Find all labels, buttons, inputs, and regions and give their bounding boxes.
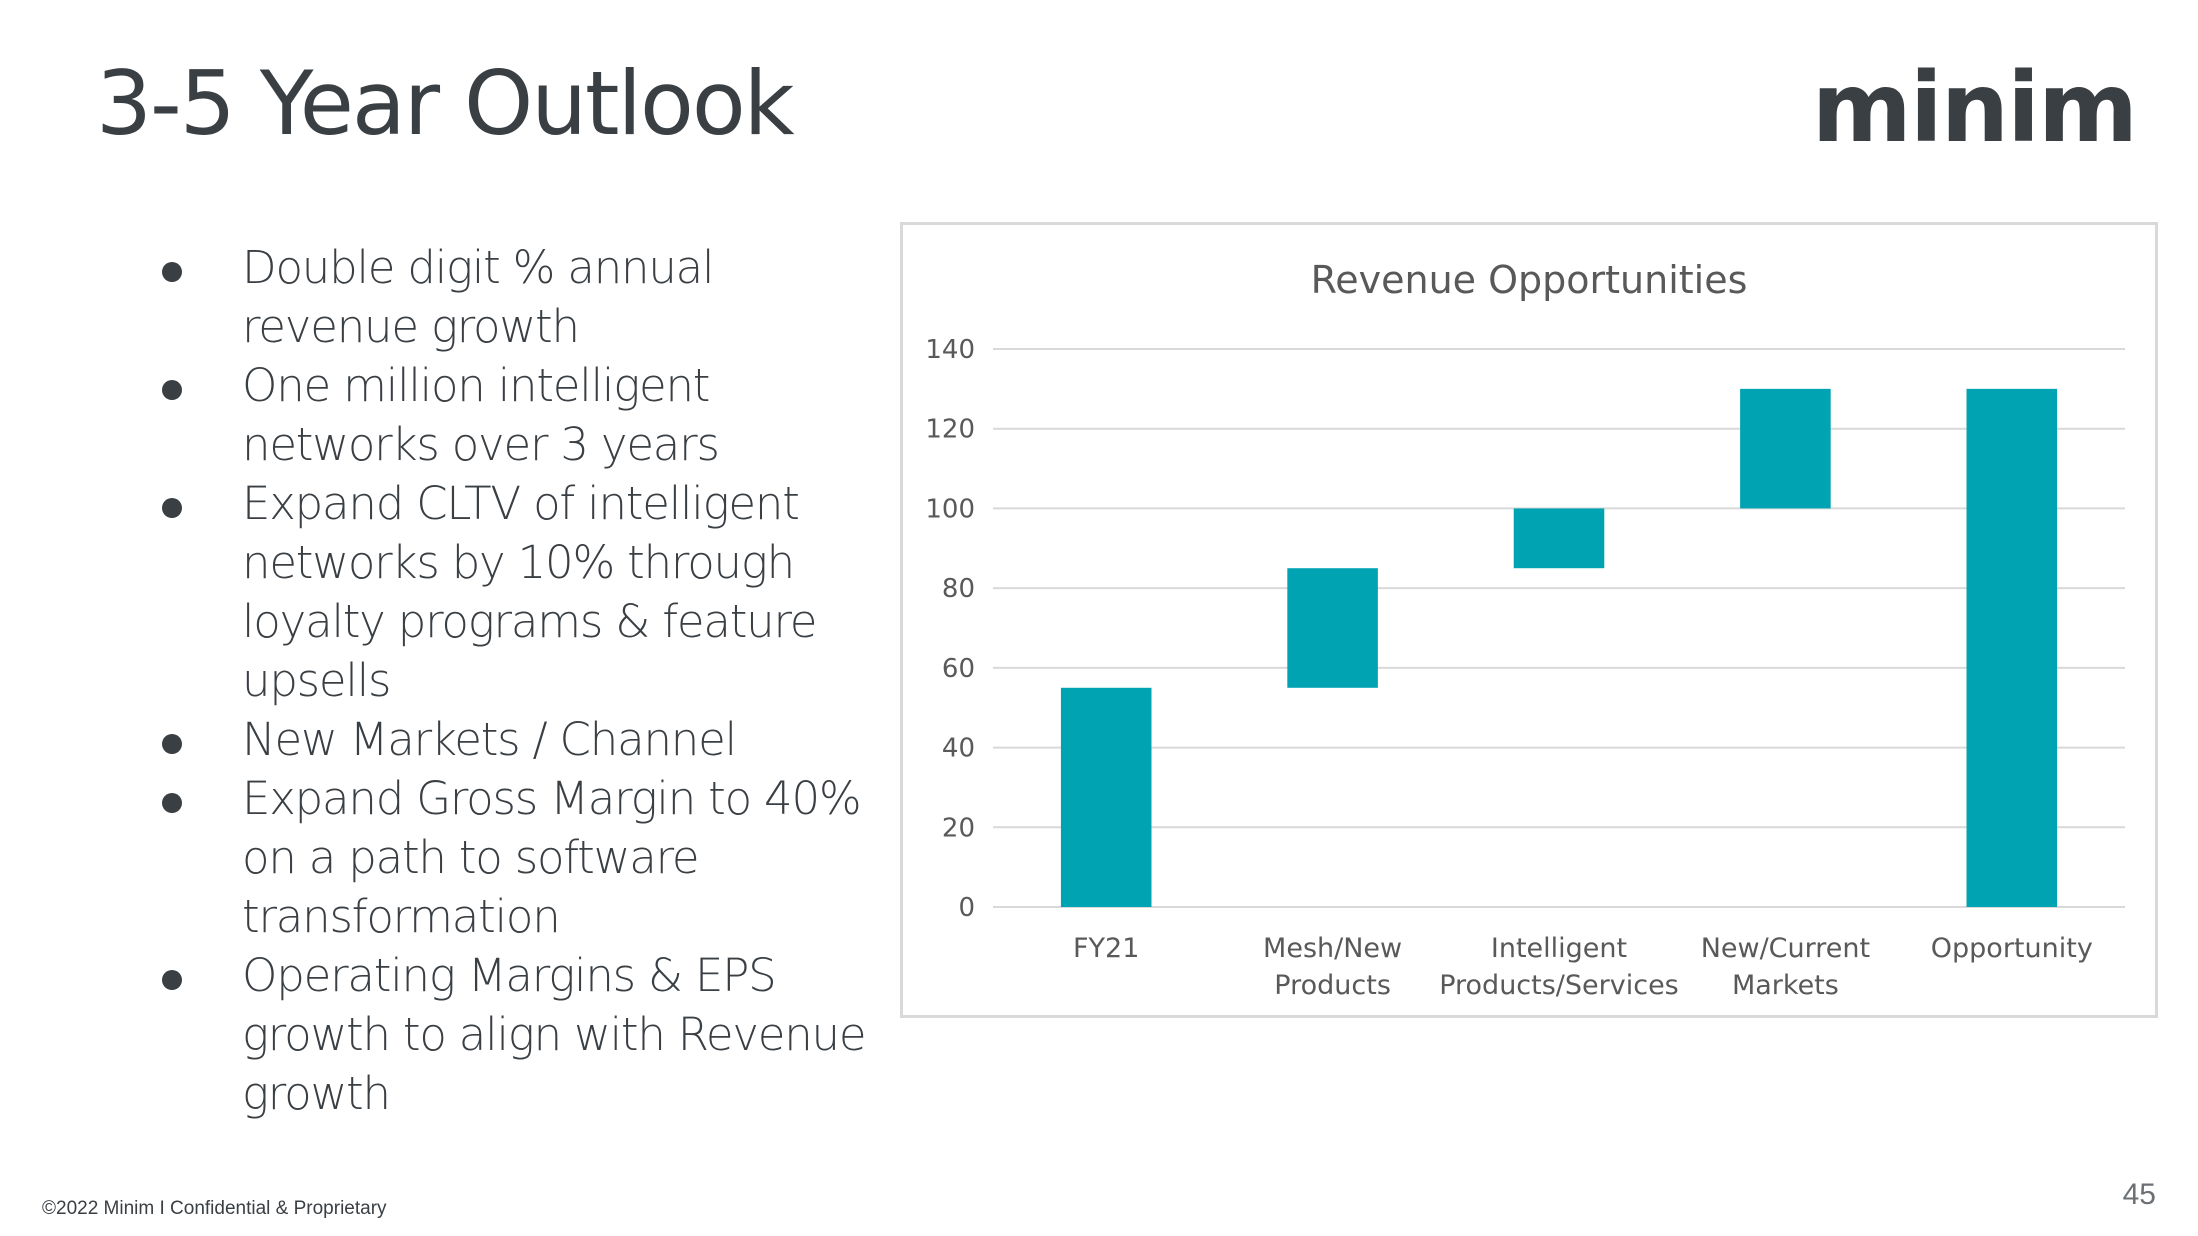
bar	[1966, 388, 2058, 907]
x-category-label: Products/Services	[1439, 970, 1679, 1001]
bullet-text: Double digit % annual revenue growth	[242, 241, 715, 353]
bullet-item: Operating Margins & EPS growth to align …	[150, 946, 870, 1123]
bullet-text: New Markets / Channel	[242, 713, 737, 766]
x-category-label: FY21	[1073, 933, 1139, 964]
bullet-text: Expand CLTV of intelligent networks by 1…	[242, 477, 817, 707]
bullet-text: Operating Margins & EPS growth to align …	[242, 949, 867, 1120]
bar	[1287, 568, 1378, 688]
bullet-dot-icon	[162, 380, 182, 400]
bullet-dot-icon	[162, 734, 182, 754]
y-tick-label: 80	[942, 574, 975, 604]
bar	[1740, 388, 1831, 509]
y-tick-label: 0	[958, 893, 975, 923]
chart-svg: Revenue Opportunities 0 20 40 60 80 100 120 140…	[925, 258, 2125, 1001]
x-category-label: Products	[1274, 970, 1391, 1001]
x-category-label: Intelligent	[1491, 933, 1627, 964]
bar	[1513, 508, 1605, 569]
page-number: 45	[2122, 1178, 2156, 1211]
footer-copyright: ©2022 Minim I Confidential & Proprietary	[42, 1198, 387, 1219]
x-category-label: Markets	[1732, 970, 1839, 1001]
bullet-dot-icon	[162, 970, 182, 990]
bullet-text: One million intelligent networks over 3 …	[242, 359, 720, 471]
x-category-label: Mesh/New	[1263, 933, 1402, 964]
y-tick-label: 120	[925, 415, 975, 445]
slide-title: 3-5 Year Outlook	[96, 52, 795, 155]
bullet-list: Double digit % annual revenue growth One…	[150, 238, 870, 1123]
bar	[1060, 687, 1152, 907]
y-tick-label: 20	[942, 813, 975, 843]
y-tick-label: 60	[942, 654, 975, 684]
x-category-label: New/Current	[1701, 933, 1870, 964]
chart-title: Revenue Opportunities	[1311, 258, 1748, 302]
y-tick-label: 100	[925, 494, 975, 524]
y-tick-label: 40	[942, 734, 975, 764]
y-tick-label: 140	[925, 335, 975, 365]
revenue-chart: Revenue Opportunities 0 20 40 60 80 100 120 140…	[900, 222, 2158, 1018]
bullet-item: New Markets / Channel	[150, 710, 870, 769]
bullet-dot-icon	[162, 498, 182, 518]
bullet-item: Expand Gross Margin to 40% on a path to …	[150, 769, 870, 946]
x-category-label: Opportunity	[1931, 933, 2093, 964]
bullet-dot-icon	[162, 793, 182, 813]
bullet-item: Double digit % annual revenue growth	[150, 238, 870, 356]
bullet-text: Expand Gross Margin to 40% on a path to …	[242, 772, 862, 943]
bullet-item: Expand CLTV of intelligent networks by 1…	[150, 474, 870, 710]
bullet-item: One million intelligent networks over 3 …	[150, 356, 870, 474]
bullet-dot-icon	[162, 262, 182, 282]
brand-logo: minim	[1811, 52, 2138, 164]
